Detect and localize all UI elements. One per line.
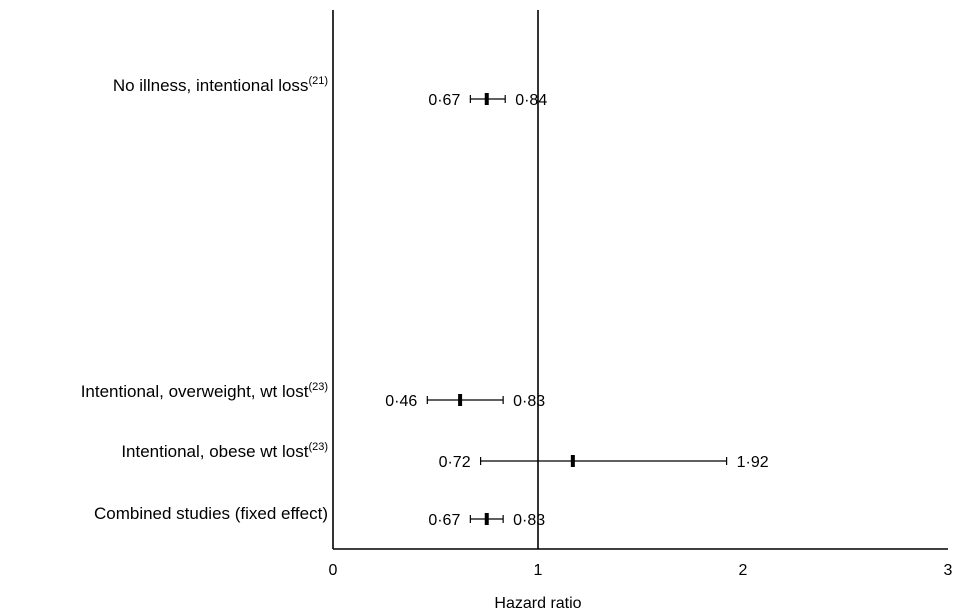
x-tick-label: 1 xyxy=(534,562,543,579)
study-estimates: 0·67 0·84 0·46 0·83 0·72 1·92 0·67 0·83 xyxy=(385,92,768,529)
point-estimate xyxy=(484,93,489,105)
point-estimate xyxy=(458,394,463,406)
study-label: Intentional, overweight, wt lost(23) xyxy=(81,382,328,402)
ci-upper-label: 0·84 xyxy=(515,92,547,109)
study-reference: (23) xyxy=(308,441,328,453)
study-label-text: Intentional, obese wt lost xyxy=(121,442,309,461)
study-reference: (21) xyxy=(308,75,328,87)
study-label: No illness, intentional loss(21) xyxy=(113,76,328,96)
study-row: 0·67 0·83 xyxy=(428,512,545,529)
ci-upper-label: 0·83 xyxy=(513,512,545,529)
study-row: 0·67 0·84 xyxy=(428,92,547,109)
ci-lower-label: 0·46 xyxy=(385,393,417,410)
study-reference: (23) xyxy=(308,381,328,393)
ci-upper-label: 1·92 xyxy=(737,454,769,471)
study-label-text: Intentional, overweight, wt lost xyxy=(80,382,309,401)
ci-lower-label: 0·72 xyxy=(439,454,471,471)
ci-upper-label: 0·83 xyxy=(513,393,545,410)
x-tick-label: 2 xyxy=(739,562,748,579)
study-label: Combined studies (fixed effect) xyxy=(94,504,328,524)
study-label: Intentional, obese wt lost(23) xyxy=(121,442,328,462)
study-label-text: Combined studies (fixed effect) xyxy=(93,504,328,523)
point-estimate xyxy=(484,513,489,525)
study-row: 0·46 0·83 xyxy=(385,393,545,410)
ci-lower-label: 0·67 xyxy=(428,92,460,109)
x-axis-label: Hazard ratio xyxy=(494,595,581,612)
x-tick-label: 0 xyxy=(329,562,338,579)
study-label-text: No illness, intentional loss xyxy=(112,76,309,95)
study-row: 0·72 1·92 xyxy=(439,454,769,471)
ci-lower-label: 0·67 xyxy=(428,512,460,529)
point-estimate xyxy=(570,455,575,467)
x-tick-label: 3 xyxy=(944,562,953,579)
x-tick-labels: 0 1 2 3 xyxy=(329,562,953,579)
